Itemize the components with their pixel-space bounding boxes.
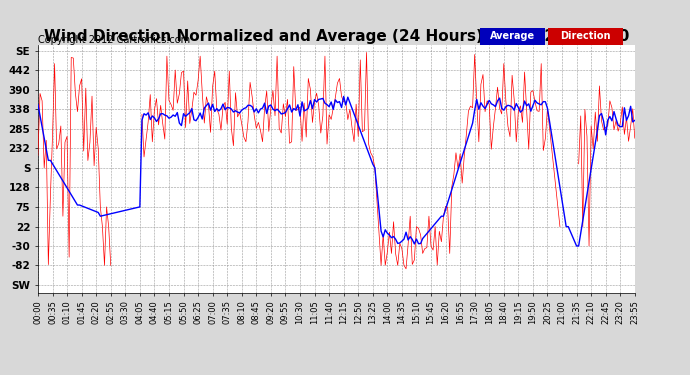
Text: Copyright 2012 Cartronics.com: Copyright 2012 Cartronics.com [38,34,190,45]
FancyBboxPatch shape [480,28,545,45]
Text: Direction: Direction [560,32,611,41]
FancyBboxPatch shape [549,28,623,45]
Title: Wind Direction Normalized and Average (24 Hours) (New) 20120810: Wind Direction Normalized and Average (2… [43,29,629,44]
Text: Average: Average [490,32,535,41]
